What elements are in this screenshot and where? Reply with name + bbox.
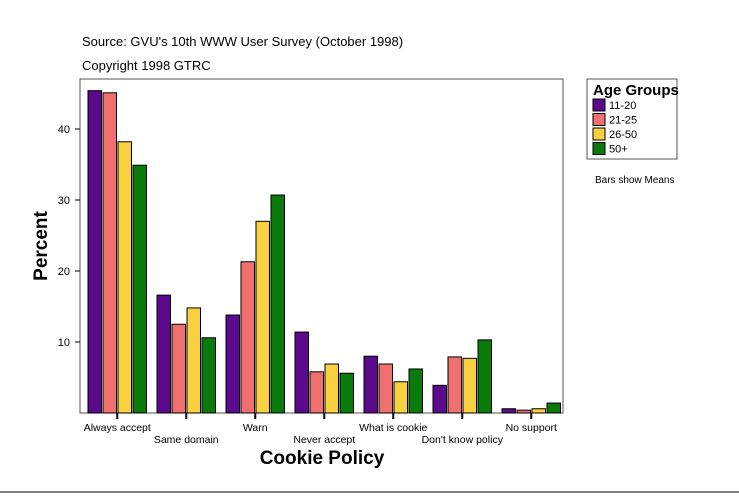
bar-11-20 — [501, 408, 516, 414]
bar-11-20 — [294, 331, 309, 414]
x-tick-label: Never accept — [293, 434, 355, 446]
bar-21-25 — [447, 356, 462, 414]
bar-26-50 — [462, 357, 477, 414]
y-tick-label: 40 — [58, 124, 70, 136]
legend-label: 11-20 — [609, 100, 636, 112]
legend-title: Age Groups — [593, 82, 679, 99]
x-tick-label: Don't know policy — [422, 434, 504, 446]
legend: Age Groups 11-20 21-25 26-50 50+ — [586, 78, 679, 160]
y-tick-label: 20 — [58, 266, 70, 278]
bar-26-50 — [393, 381, 408, 414]
bar-26-50 — [324, 363, 339, 414]
bar-50+ — [132, 164, 147, 414]
bar-21-25 — [171, 323, 186, 414]
legend-swatch — [592, 127, 606, 141]
x-tick-label: Always accept — [84, 422, 151, 434]
x-tick-label: Warn — [243, 422, 268, 434]
x-axis-label: Cookie Policy — [260, 448, 385, 469]
bar-21-25 — [309, 371, 324, 414]
legend-label: 21-25 — [609, 115, 637, 127]
bar-26-50 — [186, 307, 201, 414]
bar-11-20 — [225, 314, 240, 414]
bar-11-20 — [363, 355, 378, 414]
legend-swatch — [592, 98, 606, 112]
y-axis-label: Percent — [31, 210, 52, 280]
legend-swatch — [592, 142, 606, 155]
legend-swatch — [592, 113, 606, 126]
bar-11-20 — [87, 90, 102, 414]
bar-50+ — [339, 372, 354, 414]
bar-11-20 — [156, 294, 171, 414]
y-tick-label: 30 — [58, 195, 70, 207]
bar-11-20 — [432, 384, 447, 414]
source-text: Source: GVU's 10th WWW User Survey (Octo… — [82, 34, 403, 49]
bar-21-25 — [378, 363, 393, 414]
bar-50+ — [546, 402, 561, 414]
legend-label: 50+ — [609, 144, 628, 156]
legend-label: 26-50 — [609, 129, 637, 141]
bar-50+ — [408, 368, 423, 414]
bar-50+ — [270, 194, 285, 414]
bar-26-50 — [117, 141, 132, 414]
bar-21-25 — [102, 92, 117, 414]
x-tick-label: What is cookie — [359, 422, 427, 434]
bar-21-25 — [240, 261, 255, 414]
note-text: Bars show Means — [595, 175, 674, 186]
copyright-text: Copyright 1998 GTRC — [82, 58, 211, 73]
x-tick-label: Same domain — [154, 434, 219, 446]
y-tick-label: 10 — [58, 337, 70, 349]
bar-21-25 — [516, 409, 531, 414]
bar-50+ — [477, 339, 492, 414]
x-tick-label: No support — [506, 422, 557, 434]
bar-50+ — [201, 337, 216, 414]
bar-26-50 — [255, 220, 270, 414]
bar-26-50 — [531, 408, 546, 414]
